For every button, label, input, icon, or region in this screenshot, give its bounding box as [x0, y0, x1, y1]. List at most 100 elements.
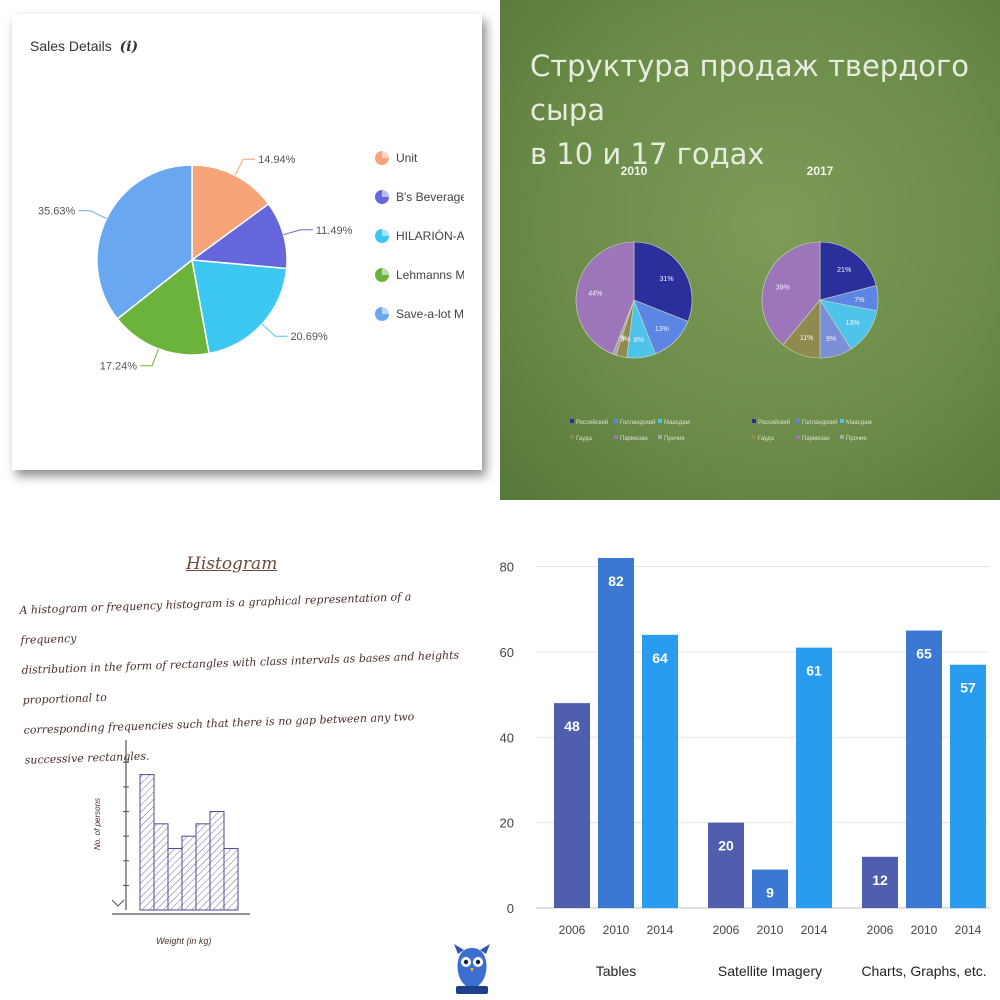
cheese-legend-label: Маасдам — [846, 420, 872, 426]
cheese-legend-label: Гауда — [758, 436, 774, 442]
sales-details-panel: Sales Details (i) 14.94% 11.49% 20.69% 17.2… — [0, 0, 500, 500]
grouped-bar-panel: 0 20 40 60 80 48 2006 82 2010 64 2014 Tables 20 2006 9… — [500, 500, 1000, 1000]
cheese-sales-title: Структура продаж твердого сыра в 10 и 17… — [530, 44, 990, 176]
histogram-bar-4 — [195, 823, 211, 911]
legend-item-hilari-n-abas[interactable]: HILARIÓN-Abas — [375, 228, 484, 243]
cheese-legend-swatch — [840, 419, 844, 423]
bar-tables-2010[interactable] — [598, 558, 634, 908]
cheese-pie-title-2010: 2010 — [621, 164, 648, 178]
cheese-pie-value-label: 9% — [826, 336, 836, 343]
pie-value-label: 20.69% — [290, 331, 328, 343]
histogram-sketch: No. of persons Weight (in kg) — [93, 740, 250, 946]
cheese-legend-swatch — [614, 435, 618, 439]
cheese-sales-panel: Структура продаж твердого сыра в 10 и 17… — [500, 0, 1000, 500]
cheese-pie-value-label: 44% — [588, 291, 602, 298]
owl-logo-icon — [454, 944, 490, 994]
cheese-legend-swatch — [752, 435, 756, 439]
cheese-legend-swatch — [658, 419, 662, 423]
cheese-pie-value-label: 21% — [837, 267, 851, 274]
bar-group-label-satellite-imagery: Satellite Imagery — [718, 963, 822, 979]
cheese-pie-value-label: 13% — [846, 320, 860, 327]
bar-value-label: 65 — [916, 646, 932, 662]
cheese-legend-label: Прочие — [664, 436, 685, 442]
bar-value-label: 61 — [806, 663, 822, 679]
bar-year-label: 2006 — [559, 923, 586, 937]
axis-break-mark — [111, 899, 125, 907]
legend-label: Unit — [396, 151, 418, 165]
histogram-bar-0 — [139, 774, 155, 911]
bar-y-tick-label: 0 — [507, 901, 514, 916]
sales-pie-chart: 14.94% 11.49% 20.69% 17.24% 35.63% Unit B's Be… — [38, 151, 484, 373]
cheese-pie-charts: 2010 31% 13% 8% 3%1% 44% 2017 21% 7% 13% 9% 11% 39% Р… — [570, 164, 879, 442]
cheese-legend-swatch — [796, 435, 800, 439]
cheese-legend-label: Маасдам — [664, 420, 690, 426]
bar-charts-graphs-etc--2010[interactable] — [906, 630, 942, 908]
cheese-legend-label: Российский — [758, 419, 790, 426]
bar-charts-graphs-etc--2014[interactable] — [950, 664, 986, 908]
bar-value-label: 57 — [960, 680, 976, 696]
bar-year-label: 2010 — [603, 923, 630, 937]
cheese-legend-label: Российский — [576, 419, 608, 426]
pie-slice-hilari-n-abas[interactable] — [191, 259, 288, 355]
bar-year-label: 2006 — [713, 923, 740, 937]
bar-group-label-tables: Tables — [596, 963, 636, 979]
bar-charts-graphs-etc--2006[interactable] — [862, 856, 898, 908]
bar-year-label: 2010 — [757, 923, 784, 937]
pie-slice-b-s-beverages[interactable] — [189, 202, 288, 270]
bar-satellite-imagery-2006[interactable] — [708, 822, 744, 908]
bar-year-label: 2010 — [911, 923, 938, 937]
histogram-bar-1 — [153, 823, 169, 911]
pie-slice-lehmanns-mar[interactable] — [116, 258, 210, 356]
legend-swatch-mark — [382, 307, 389, 314]
bar-year-label: 2014 — [801, 923, 828, 937]
cheese-legend-label: Пармезан — [620, 436, 648, 442]
bar-tables-2014[interactable] — [642, 634, 678, 908]
bar-value-label: 20 — [718, 838, 734, 854]
sales-details-title-text: Sales Details — [30, 38, 112, 54]
legend-swatch-mark — [382, 151, 389, 158]
legend-item-b-s-beverages[interactable]: B's Beverages — [375, 190, 473, 204]
legend-label: B's Beverages — [396, 190, 473, 204]
pie-leader-line — [283, 229, 313, 236]
grouped-bar-chart: 0 20 40 60 80 48 2006 82 2010 64 2014 Tables 20 2006 9… — [500, 558, 990, 979]
cheese-title-line1: Структура продаж твердого сыра — [530, 49, 969, 127]
cheese-legend-swatch — [614, 419, 618, 423]
cheese-legend-swatch — [752, 419, 756, 423]
cheese-legend-label: Голландский — [620, 419, 656, 426]
pie-leader-line — [78, 210, 107, 220]
histogram-bar-6 — [223, 847, 239, 911]
legend-item-lehmanns-mar[interactable]: Lehmanns Mar — [375, 268, 476, 282]
legend-label: HILARIÓN-Abas — [396, 228, 484, 243]
histogram-notes-panel: Histogram A histogram or frequency histo… — [0, 500, 500, 1000]
pie-leader-line — [261, 323, 288, 337]
cheese-pie-2017-slice-0[interactable] — [819, 241, 877, 301]
cheese-legend-swatch — [658, 435, 662, 439]
pie-slice-save-a-lot-mark[interactable] — [96, 164, 193, 320]
legend-item-save-a-lot-mark[interactable]: Save-a-lot Mark — [375, 307, 482, 321]
info-icon[interactable]: i — [126, 39, 132, 55]
legend-swatch-mark — [382, 229, 389, 236]
bar-satellite-imagery-2014[interactable] — [796, 647, 832, 908]
bar-satellite-imagery-2010[interactable] — [752, 869, 788, 908]
cheese-pie-2010-slice-0[interactable] — [633, 241, 693, 322]
cheese-pie-2010-slice-5[interactable] — [575, 241, 635, 355]
pie-slice-unit[interactable] — [191, 164, 270, 262]
bar-tables-2006[interactable] — [554, 703, 590, 908]
cheese-legend-label: Пармезан — [802, 436, 830, 442]
histogram-y-label: No. of persons — [93, 798, 102, 850]
histogram-bar-5 — [209, 811, 225, 911]
cheese-pie-value-label: 3% — [620, 336, 630, 343]
pie-value-label: 14.94% — [258, 154, 296, 166]
bar-group-label-charts-graphs-etc-: Charts, Graphs, etc. — [861, 963, 986, 979]
pie-value-label: 17.24% — [100, 361, 138, 373]
bar-value-label: 12 — [872, 872, 888, 888]
bar-y-tick-label: 40 — [500, 730, 514, 745]
cheese-pie-2017-slice-5[interactable] — [761, 241, 821, 346]
legend-item-unit[interactable]: Unit — [375, 151, 418, 165]
bar-value-label: 9 — [766, 885, 774, 901]
bar-y-tick-label: 80 — [500, 560, 514, 575]
cheese-legend-swatch — [796, 419, 800, 423]
histogram-bar-2 — [167, 847, 183, 911]
bar-y-tick-label: 60 — [500, 645, 514, 660]
cheese-pie-value-label: 39% — [776, 285, 790, 292]
